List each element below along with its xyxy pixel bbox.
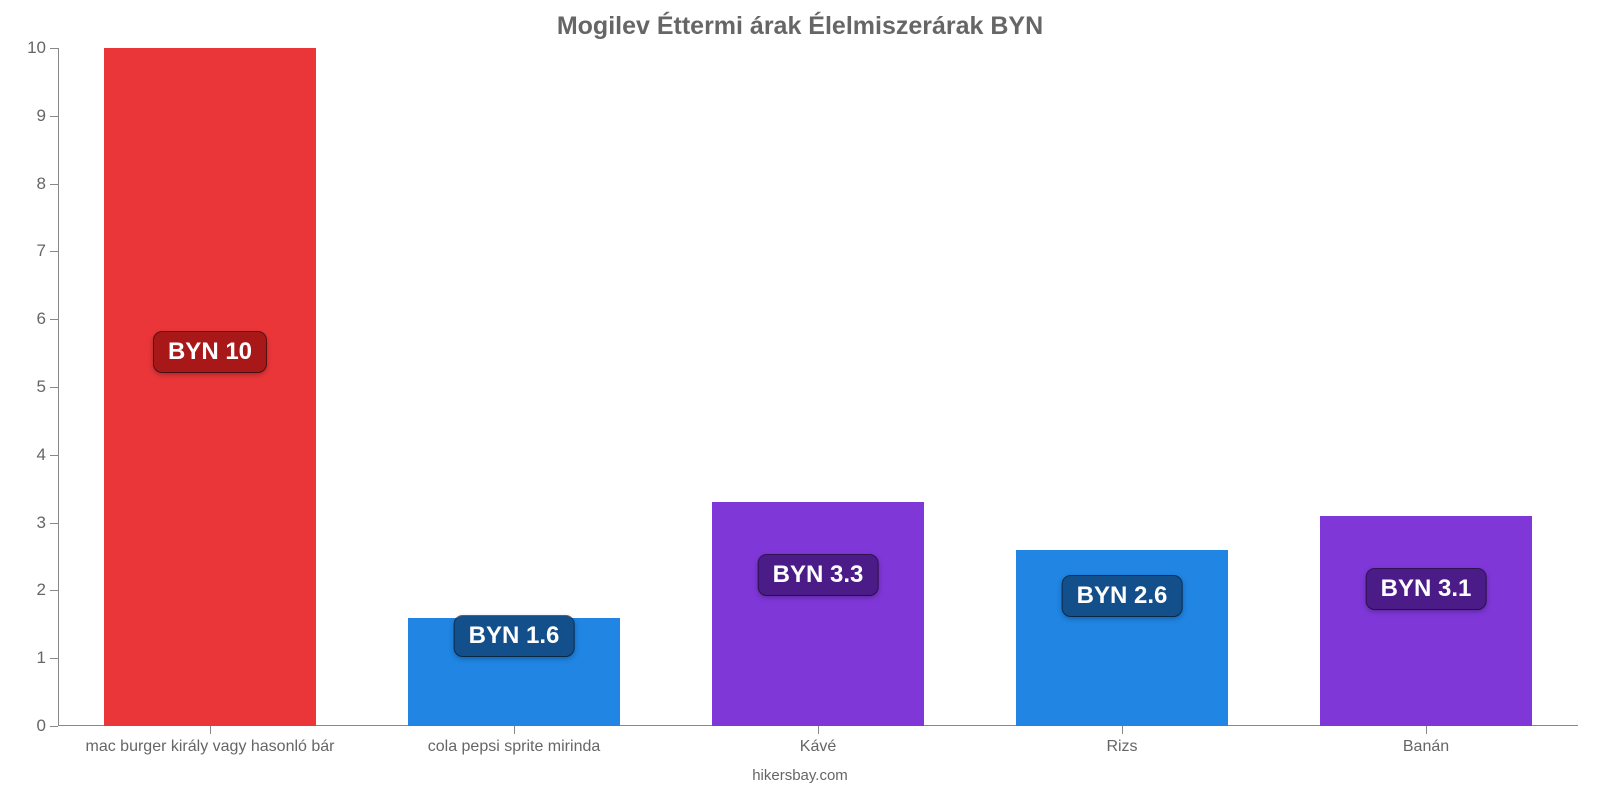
y-tick-label: 5 xyxy=(37,377,58,397)
value-badge: BYN 2.6 xyxy=(1063,576,1182,616)
price-bar-chart: Mogilev Éttermi árak Élelmiszerárak BYN … xyxy=(0,0,1600,800)
bar xyxy=(104,48,317,726)
value-badge: BYN 3.1 xyxy=(1367,569,1486,609)
x-tick-label: Kávé xyxy=(800,726,836,756)
x-tick-label: mac burger király vagy hasonló bár xyxy=(85,726,334,756)
y-tick-label: 3 xyxy=(37,513,58,533)
y-tick-label: 4 xyxy=(37,445,58,465)
value-badge: BYN 1.6 xyxy=(455,616,574,656)
y-tick-label: 2 xyxy=(37,580,58,600)
y-tick-label: 8 xyxy=(37,174,58,194)
y-tick-label: 1 xyxy=(37,648,58,668)
bar xyxy=(1320,516,1533,726)
y-tick-label: 9 xyxy=(37,106,58,126)
chart-title: Mogilev Éttermi árak Élelmiszerárak BYN xyxy=(0,12,1600,41)
x-tick-label: Banán xyxy=(1403,726,1449,756)
y-tick-label: 10 xyxy=(27,38,58,58)
x-tick-label: cola pepsi sprite mirinda xyxy=(428,726,601,756)
bar xyxy=(712,502,925,726)
y-tick-label: 0 xyxy=(37,716,58,736)
plot-area: 012345678910BYN 10mac burger király vagy… xyxy=(58,48,1578,726)
y-axis xyxy=(58,48,59,726)
y-tick-label: 7 xyxy=(37,241,58,261)
value-badge: BYN 3.3 xyxy=(759,555,878,595)
y-tick-label: 6 xyxy=(37,309,58,329)
value-badge: BYN 10 xyxy=(154,332,266,372)
attribution-text: hikersbay.com xyxy=(752,767,848,784)
x-tick-label: Rizs xyxy=(1106,726,1137,756)
